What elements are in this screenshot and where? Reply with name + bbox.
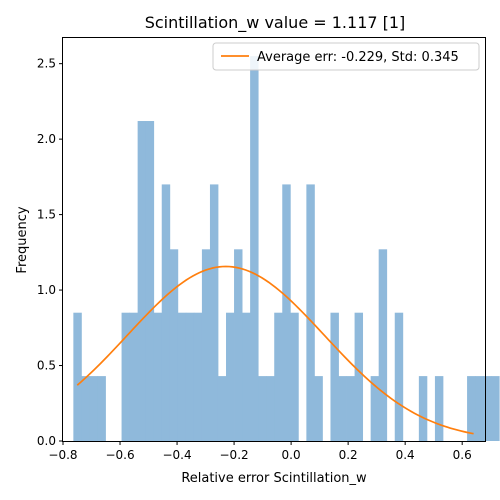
histogram-bar <box>153 312 163 441</box>
histogram-bar <box>330 312 339 441</box>
histogram-bar <box>121 312 130 441</box>
histogram-bar <box>177 312 187 441</box>
histogram-bar <box>491 376 500 441</box>
x-tick-label: −0.6 <box>105 448 134 462</box>
x-axis-label: Relative error Scintillation_w <box>181 471 367 486</box>
x-tick-label: 0.4 <box>396 448 415 462</box>
y-axis-label: Frequency <box>15 206 30 273</box>
histogram-bar <box>89 376 98 441</box>
y-tick-label: 2.5 <box>37 57 56 71</box>
histogram-bar <box>193 312 203 441</box>
histogram-bar <box>346 376 355 441</box>
y-tick-label: 2.0 <box>37 132 56 146</box>
histogram-bar <box>81 376 90 441</box>
gaussian-fit <box>76 265 474 435</box>
histogram-bar <box>434 376 444 441</box>
histogram-bar <box>290 312 299 441</box>
histogram-bar <box>354 312 364 441</box>
x-tick-label: −0.8 <box>48 448 77 462</box>
y-tick-label: 1.0 <box>37 283 56 297</box>
histogram-bar <box>161 184 171 441</box>
histogram-bar <box>258 376 267 441</box>
histogram-bar <box>467 376 476 441</box>
histogram-bar <box>129 312 139 441</box>
histogram-bar <box>226 312 235 441</box>
histogram-bar <box>338 376 347 441</box>
histogram-bar <box>185 312 195 441</box>
y-tick-label: 0.5 <box>37 359 56 373</box>
histogram-bar <box>314 376 323 441</box>
histogram-bar <box>282 184 291 441</box>
legend: Average err: -0.229, Std: 0.345 <box>212 42 480 71</box>
x-tick-label: 0.6 <box>453 448 472 462</box>
histogram-bar <box>217 376 227 441</box>
histogram-bar <box>394 312 404 441</box>
plot-frame <box>62 37 486 442</box>
histogram-bar <box>306 184 315 441</box>
histogram-bar <box>169 249 179 441</box>
legend-entry-label: Average err: -0.229, Std: 0.345 <box>257 50 459 65</box>
x-axis: −0.8 −0.6 −0.4 −0.2 0.0 0.2 0.4 0.6 <box>48 441 472 462</box>
histogram-bar <box>250 56 259 442</box>
histogram-bar <box>201 249 211 441</box>
histogram-bar <box>73 312 82 441</box>
x-tick-label: −0.4 <box>162 448 191 462</box>
histogram-bar <box>274 312 283 441</box>
histogram-bar <box>234 249 243 441</box>
histogram-bar <box>242 312 251 441</box>
histogram-bar <box>378 249 388 441</box>
x-tick-label: 0.0 <box>282 448 301 462</box>
series-line <box>76 265 474 435</box>
histogram-bars <box>73 56 500 442</box>
legend-box <box>212 42 480 71</box>
x-tick-label: 0.2 <box>339 448 358 462</box>
histogram-bar <box>475 376 484 441</box>
histogram-bar <box>209 184 219 441</box>
histogram-bar <box>266 376 275 441</box>
histogram-bar <box>145 121 155 441</box>
histogram-bar <box>370 376 380 441</box>
y-axis: 0.0 0.5 1.0 1.5 2.0 2.5 <box>37 57 63 448</box>
histogram-bar <box>137 121 147 441</box>
x-tick-label: −0.2 <box>220 448 249 462</box>
chart-title: Scintillation_w value = 1.117 [1] <box>145 13 406 33</box>
y-tick-label: 0.0 <box>37 434 56 448</box>
histogram-bar <box>483 376 492 441</box>
y-tick-label: 1.5 <box>37 208 56 222</box>
histogram-bar <box>418 376 428 441</box>
histogram-bar <box>97 376 106 441</box>
